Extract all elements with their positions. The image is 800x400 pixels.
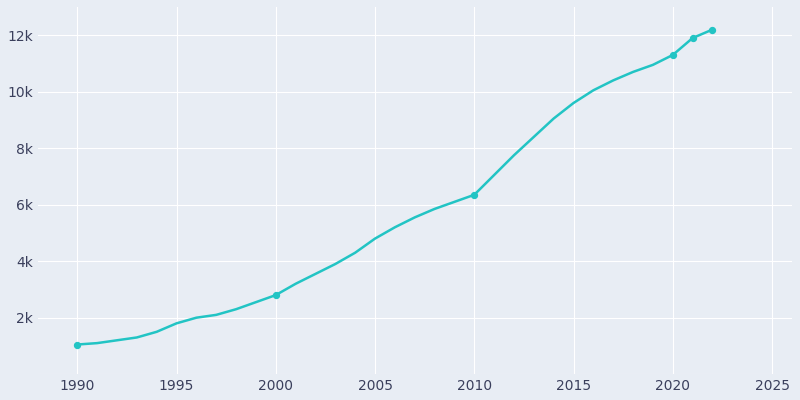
Point	[666, 52, 679, 58]
Point	[468, 192, 481, 198]
Point	[706, 26, 719, 33]
Point	[270, 292, 282, 298]
Point	[686, 35, 699, 41]
Point	[71, 341, 84, 348]
